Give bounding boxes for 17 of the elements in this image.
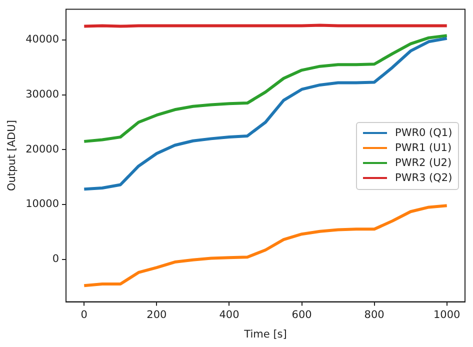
x-tick-label: 400 xyxy=(219,308,240,321)
x-tick-label: 600 xyxy=(292,308,312,321)
y-tick-label: 10000 xyxy=(26,198,59,210)
x-tick-label: 1000 xyxy=(433,308,460,321)
y-tick-label: 20000 xyxy=(26,143,59,156)
x-tick-label: 0 xyxy=(80,308,88,321)
legend-label: PWR2 (U2) xyxy=(395,157,452,170)
legend-label: PWR0 (Q1) xyxy=(395,127,452,140)
y-tick-label: 40000 xyxy=(26,34,59,46)
y-tick-label: 0 xyxy=(52,253,59,266)
y-tick-label: 30000 xyxy=(26,88,59,101)
x-axis-title: Time [s] xyxy=(243,328,287,340)
legend-label: PWR3 (Q2) xyxy=(395,172,452,184)
x-tick-label: 200 xyxy=(146,308,167,321)
y-axis-title: Output [ADU] xyxy=(6,120,18,192)
x-tick-label: 800 xyxy=(364,308,384,321)
legend-label: PWR1 (U1) xyxy=(395,142,452,154)
